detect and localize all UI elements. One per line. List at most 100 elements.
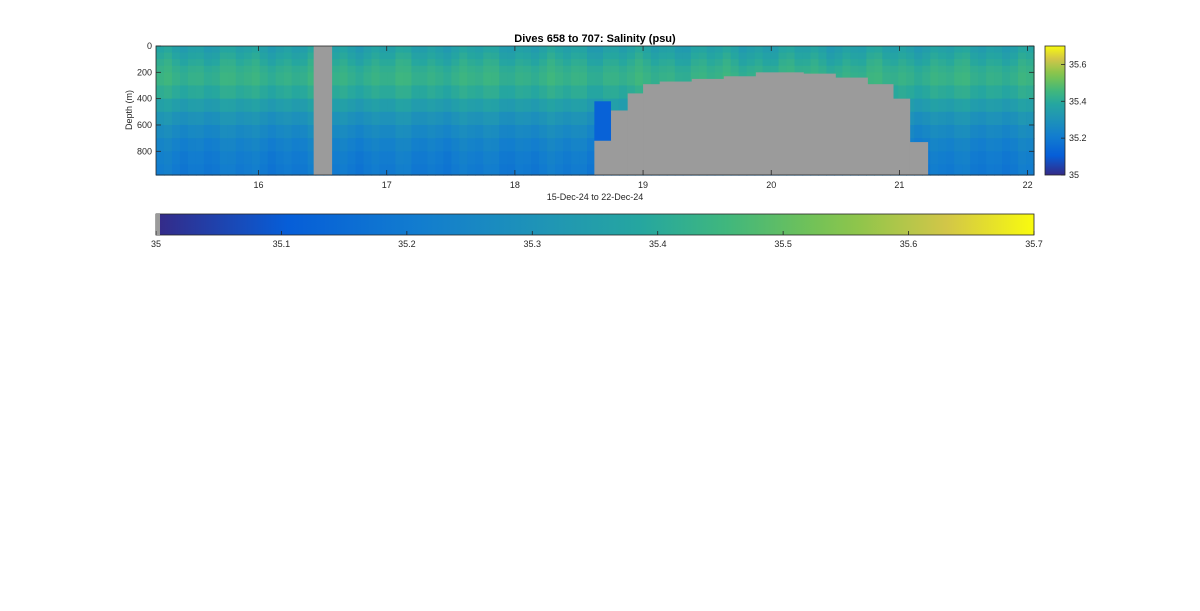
heatmap-cell	[706, 46, 716, 54]
heatmap-cell	[706, 52, 716, 60]
heatmap-cell	[467, 65, 476, 73]
heatmap-cell	[531, 138, 540, 152]
heatmap-cell	[451, 111, 460, 126]
heatmap-cell	[299, 59, 309, 67]
heatmap-cell	[243, 151, 253, 166]
heatmap-cell	[355, 72, 365, 87]
heatmap-cell	[1026, 164, 1035, 176]
heatmap-cell	[738, 59, 748, 67]
heatmap-cell	[283, 124, 293, 139]
heatmap-cell	[563, 111, 572, 126]
heatmap-cell	[714, 65, 724, 73]
heatmap-cell	[187, 72, 197, 87]
heatmap-cell	[922, 72, 931, 87]
heatmap-cell	[610, 85, 620, 100]
heatmap-cell	[347, 85, 357, 100]
heatmap-cell	[994, 59, 1003, 67]
heatmap-cell	[259, 98, 269, 113]
heatmap-cell	[642, 52, 652, 60]
heatmap-cell	[411, 52, 420, 60]
heatmap-cell	[275, 124, 285, 139]
heatmap-cell	[427, 65, 436, 73]
heatmap-cell	[547, 65, 556, 73]
heatmap-cell	[483, 111, 492, 126]
heatmap-cell	[826, 46, 836, 54]
heatmap-cell	[579, 65, 588, 73]
heatmap-cell	[778, 52, 788, 60]
heatmap-cell	[387, 46, 397, 54]
heatmap-cell	[738, 46, 748, 54]
heatmap-cell	[459, 46, 468, 54]
heatmap-cell	[443, 65, 452, 73]
heatmap-cell	[722, 52, 732, 60]
heatmap-cell	[491, 72, 500, 87]
heatmap-cell	[427, 46, 436, 54]
heatmap-cell	[507, 72, 516, 87]
heatmap-cell	[954, 85, 963, 100]
heatmap-cell	[227, 72, 237, 87]
heatmap-cell	[467, 59, 476, 67]
heatmap-cell	[922, 111, 931, 126]
heatmap-cell	[156, 151, 165, 166]
heatmap-cell	[531, 124, 540, 139]
heatmap-cell	[1026, 65, 1035, 73]
heatmap-cell	[970, 124, 979, 139]
heatmap-cell	[467, 46, 476, 54]
heatmap-cell	[347, 59, 357, 67]
heatmap-cell	[842, 59, 852, 67]
heatmap-cell	[579, 98, 588, 113]
heatmap-cell	[483, 138, 492, 152]
heatmap-cell	[259, 46, 269, 54]
heatmap-cell	[523, 85, 532, 100]
heatmap-cell	[563, 124, 572, 139]
heatmap-cell	[970, 85, 979, 100]
heatmap-cell	[459, 65, 468, 73]
heatmap-cell	[291, 52, 301, 60]
heatmap-cell	[227, 46, 237, 54]
heatmap-cell	[882, 46, 891, 54]
heatmap-cell	[962, 85, 971, 100]
heatmap-cell	[1026, 98, 1035, 113]
heatmap-cell	[1026, 59, 1035, 67]
heatmap-cell	[762, 65, 772, 73]
heatmap-cell	[714, 59, 724, 67]
heatmap-cell	[275, 72, 285, 87]
heatmap-cell	[211, 164, 221, 176]
heatmap-cell	[650, 46, 660, 54]
heatmap-cell	[571, 65, 580, 73]
heatmap-cell	[978, 111, 987, 126]
heatmap-cell	[467, 111, 476, 126]
x-tick-label: 19	[638, 180, 648, 190]
heatmap-cell	[746, 59, 756, 67]
heatmap-cell	[395, 85, 405, 100]
heatmap-cell	[307, 65, 317, 73]
heatmap-cell	[211, 138, 221, 152]
heatmap-cell	[706, 59, 716, 67]
heatmap-cell	[483, 85, 492, 100]
heatmap-cell	[946, 65, 955, 73]
heatmap-cell	[443, 85, 452, 100]
heatmap-cell	[275, 111, 285, 126]
heatmap-cell	[587, 72, 596, 87]
heatmap-cell	[754, 59, 764, 67]
heatmap-cell	[171, 124, 181, 139]
heatmap-cell	[810, 65, 820, 73]
heatmap-cell	[355, 164, 365, 176]
heatmap-cell	[579, 59, 588, 67]
heatmap-plot-area	[155, 45, 1035, 176]
heatmap-cell	[866, 52, 875, 60]
chart-title: Dives 658 to 707: Salinity (psu)	[514, 33, 676, 45]
heatmap-cell	[890, 46, 899, 54]
heatmap-cell	[283, 52, 293, 60]
colorbar-bottom: 35 35.1 35.2 35.3 35.4 35.5 35.6 35.7	[151, 213, 1043, 249]
heatmap-cell	[898, 65, 907, 73]
heatmap-cell	[515, 52, 524, 60]
heatmap-cell	[171, 65, 181, 73]
heatmap-cell	[451, 59, 460, 67]
heatmap-cell	[283, 151, 293, 166]
heatmap-cell	[339, 46, 349, 54]
heatmap-cell	[491, 85, 500, 100]
heatmap-cell	[882, 52, 891, 60]
heatmap-cell	[818, 59, 828, 67]
heatmap-cell	[906, 98, 915, 113]
